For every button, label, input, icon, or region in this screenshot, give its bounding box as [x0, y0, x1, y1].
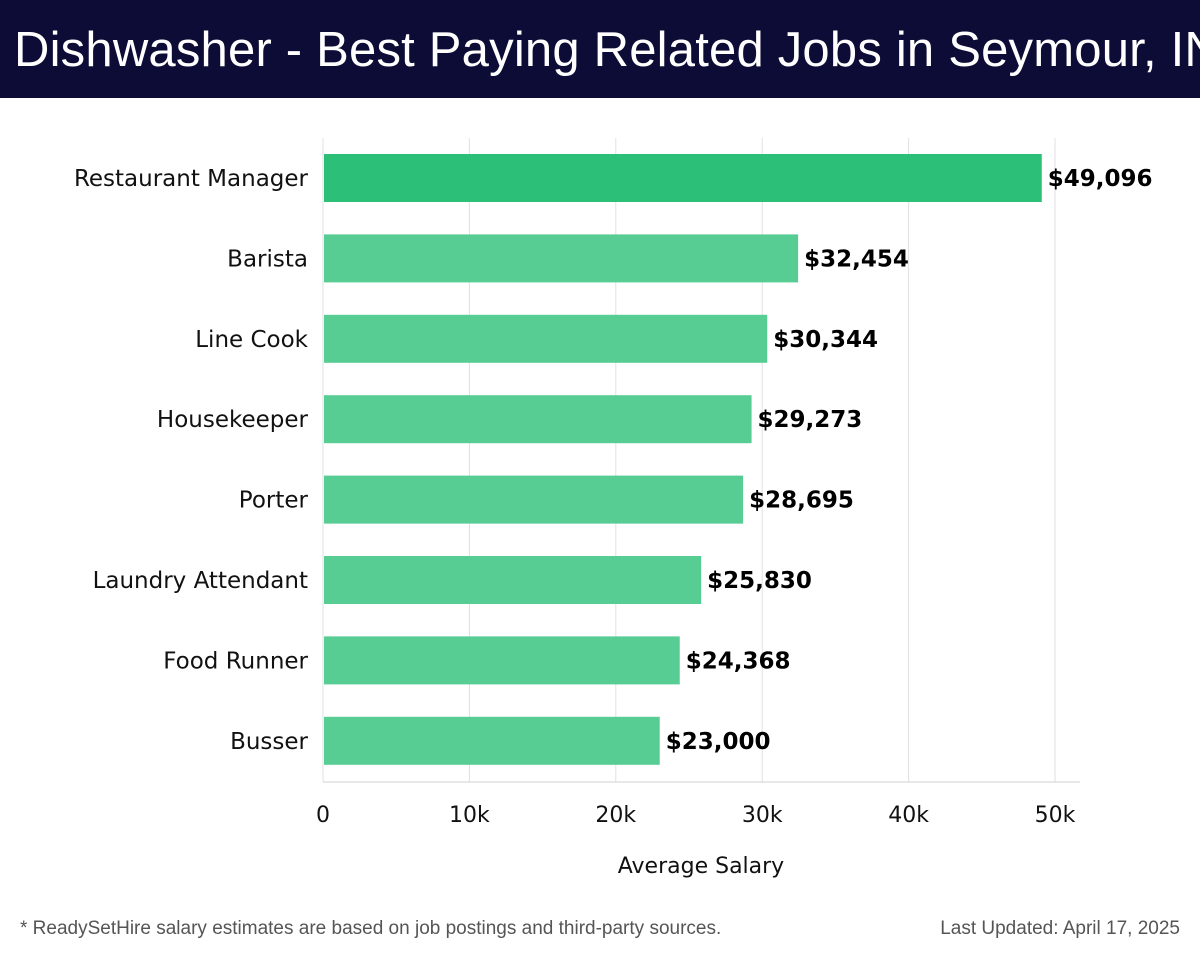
bar — [324, 475, 744, 524]
data-label: $29,273 — [758, 407, 863, 433]
bar — [324, 314, 768, 363]
x-axis-title: Average Salary — [618, 854, 784, 879]
data-label: $49,096 — [1048, 166, 1153, 192]
last-updated: Last Updated: April 17, 2025 — [940, 918, 1180, 939]
x-tick-label: 10k — [449, 803, 490, 828]
category-label: Busser — [230, 729, 308, 755]
bar — [324, 556, 702, 604]
bar — [324, 154, 1042, 202]
bar — [324, 636, 680, 685]
data-label: $32,454 — [804, 246, 909, 272]
x-tick-label: 30k — [742, 803, 783, 828]
x-tick-label: 20k — [595, 803, 636, 828]
category-label: Barista — [227, 246, 308, 272]
x-tick-label: 50k — [1035, 803, 1076, 828]
data-label: $25,830 — [707, 568, 812, 594]
category-label: Restaurant Manager — [74, 166, 309, 192]
category-label: Housekeeper — [157, 407, 309, 433]
x-tick-label: 40k — [888, 803, 929, 828]
x-tick-label: 0 — [316, 803, 330, 828]
data-label: $28,695 — [749, 488, 854, 514]
category-label: Line Cook — [195, 327, 308, 353]
data-label: $23,000 — [666, 729, 771, 755]
category-label: Laundry Attendant — [93, 568, 308, 594]
category-label: Food Runner — [163, 648, 308, 674]
bar — [324, 395, 752, 444]
footnote: * ReadySetHire salary estimates are base… — [20, 918, 722, 939]
title-bar: Dishwasher - Best Paying Related Jobs in… — [0, 0, 1200, 98]
data-label: $30,344 — [773, 327, 878, 353]
bar — [324, 716, 660, 765]
data-label: $24,368 — [686, 648, 791, 674]
chart-title: Dishwasher - Best Paying Related Jobs in… — [14, 23, 1200, 77]
bar — [324, 234, 799, 283]
category-label: Porter — [239, 488, 309, 514]
